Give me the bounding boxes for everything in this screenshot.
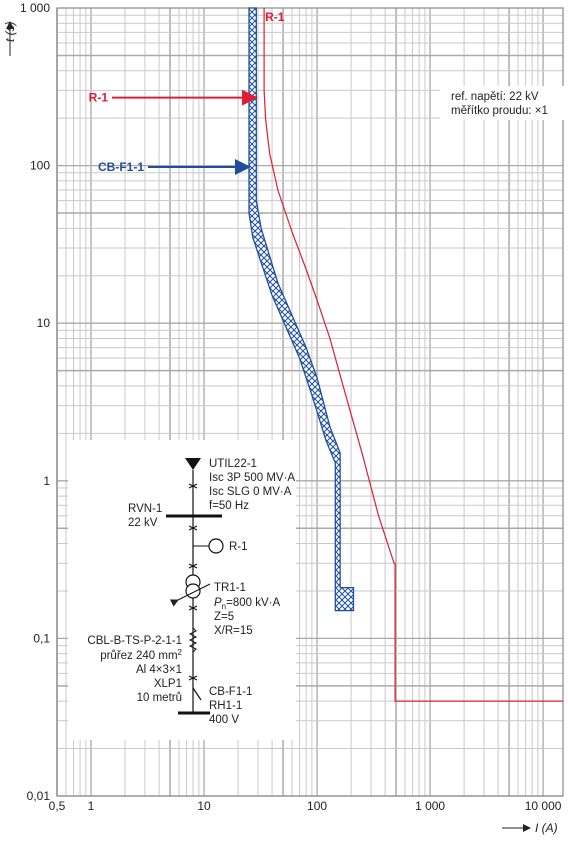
- annotation-ref-voltage: ref. napětí: 22 kV: [451, 91, 539, 103]
- source-icon: [185, 458, 201, 470]
- util-name: UTIL22-1: [209, 458, 257, 470]
- cable-material: Al 4×3×1: [136, 664, 182, 676]
- transformer-p: P: [214, 597, 222, 609]
- breaker-relay: RH1-1: [209, 700, 242, 712]
- transformer-name: TR1-1: [214, 582, 246, 594]
- tap-arrow: [169, 583, 211, 607]
- y-tick-label: 0,1: [33, 631, 50, 645]
- transformer-pn: =800 kV·A: [226, 597, 280, 609]
- tick-labels: 0,5 1 10 100 1 000 10 000 1 000 100 10 1 0,1 0,01: [20, 1, 562, 813]
- x-tick-label: 10 000: [525, 799, 562, 813]
- cable-section-text: průřez 240 mm: [100, 650, 177, 662]
- y-tick-label: 1 000: [20, 1, 50, 15]
- x-tick-label: 100: [307, 799, 327, 813]
- y-tick-label: 10: [37, 316, 51, 330]
- transformer-xr: X/R=15: [214, 625, 253, 637]
- x-tick-label: 1: [88, 799, 95, 813]
- transformer-sub: n: [222, 602, 226, 611]
- one-line-diagram: UTIL22-1 Isc 3P 500 MV·A Isc SLG 0 MV·A …: [68, 440, 296, 740]
- breaker-voltage: 400 V: [209, 714, 239, 726]
- relay-label: R-1: [229, 541, 248, 553]
- cable-length: 10 metrů: [137, 692, 182, 704]
- series-r-1-line: [263, 8, 563, 702]
- plot-frame: [56, 7, 564, 797]
- cable-icon: [188, 627, 198, 653]
- bus-name: RVN-1: [128, 503, 162, 515]
- y-tick-label: 1: [43, 474, 50, 488]
- annotation-current-scale: měřítko proudu: ×1: [451, 105, 548, 117]
- transformer-icon-2: [185, 583, 201, 599]
- r-1-curve-label: R-1: [265, 10, 285, 24]
- bus-voltage: 22 kV: [128, 517, 158, 529]
- transformer-rating: Pn=800 kV·A: [214, 597, 280, 611]
- x-tick-label: 1 000: [415, 799, 445, 813]
- x-axis-title: I (A): [502, 821, 558, 835]
- callouts: R-1 CB-F1-1: [89, 89, 258, 175]
- x-axis-label: I (A): [535, 821, 558, 835]
- transformer-z: Z=5: [214, 611, 234, 623]
- y-axis-label: t (s): [3, 21, 17, 42]
- cable-section-sup: 2: [178, 648, 183, 657]
- callout-label: R-1: [89, 91, 109, 105]
- callout-label: CB-F1-1: [98, 160, 144, 174]
- curves: R-1: [248, 7, 563, 702]
- cable-name: CBL-B-TS-P-2-1-1: [87, 635, 182, 647]
- schematic-box: [68, 440, 296, 740]
- series-cb-f1-1-band: [248, 7, 355, 612]
- breaker-icon: [192, 687, 202, 701]
- relay-icon: [208, 538, 224, 554]
- x-tick-label: 0,5: [49, 799, 66, 813]
- cable-insulation: XLP1: [154, 678, 182, 690]
- tick-marks: [188, 483, 198, 681]
- y-tick-label: 0,01: [27, 789, 51, 803]
- util-isc3p: Isc 3P 500 MV·A: [209, 472, 295, 484]
- util-iscslg: Isc SLG 0 MV·A: [209, 486, 292, 498]
- y-tick-label: 100: [30, 159, 50, 173]
- annotation-box: [440, 86, 564, 120]
- util-freq: f=50 Hz: [209, 500, 249, 512]
- y-axis-title: t (s): [3, 21, 17, 56]
- breaker-name: CB-F1-1: [209, 686, 252, 698]
- x-tick-label: 10: [197, 799, 211, 813]
- cable-section: průřez 240 mm2: [100, 648, 182, 662]
